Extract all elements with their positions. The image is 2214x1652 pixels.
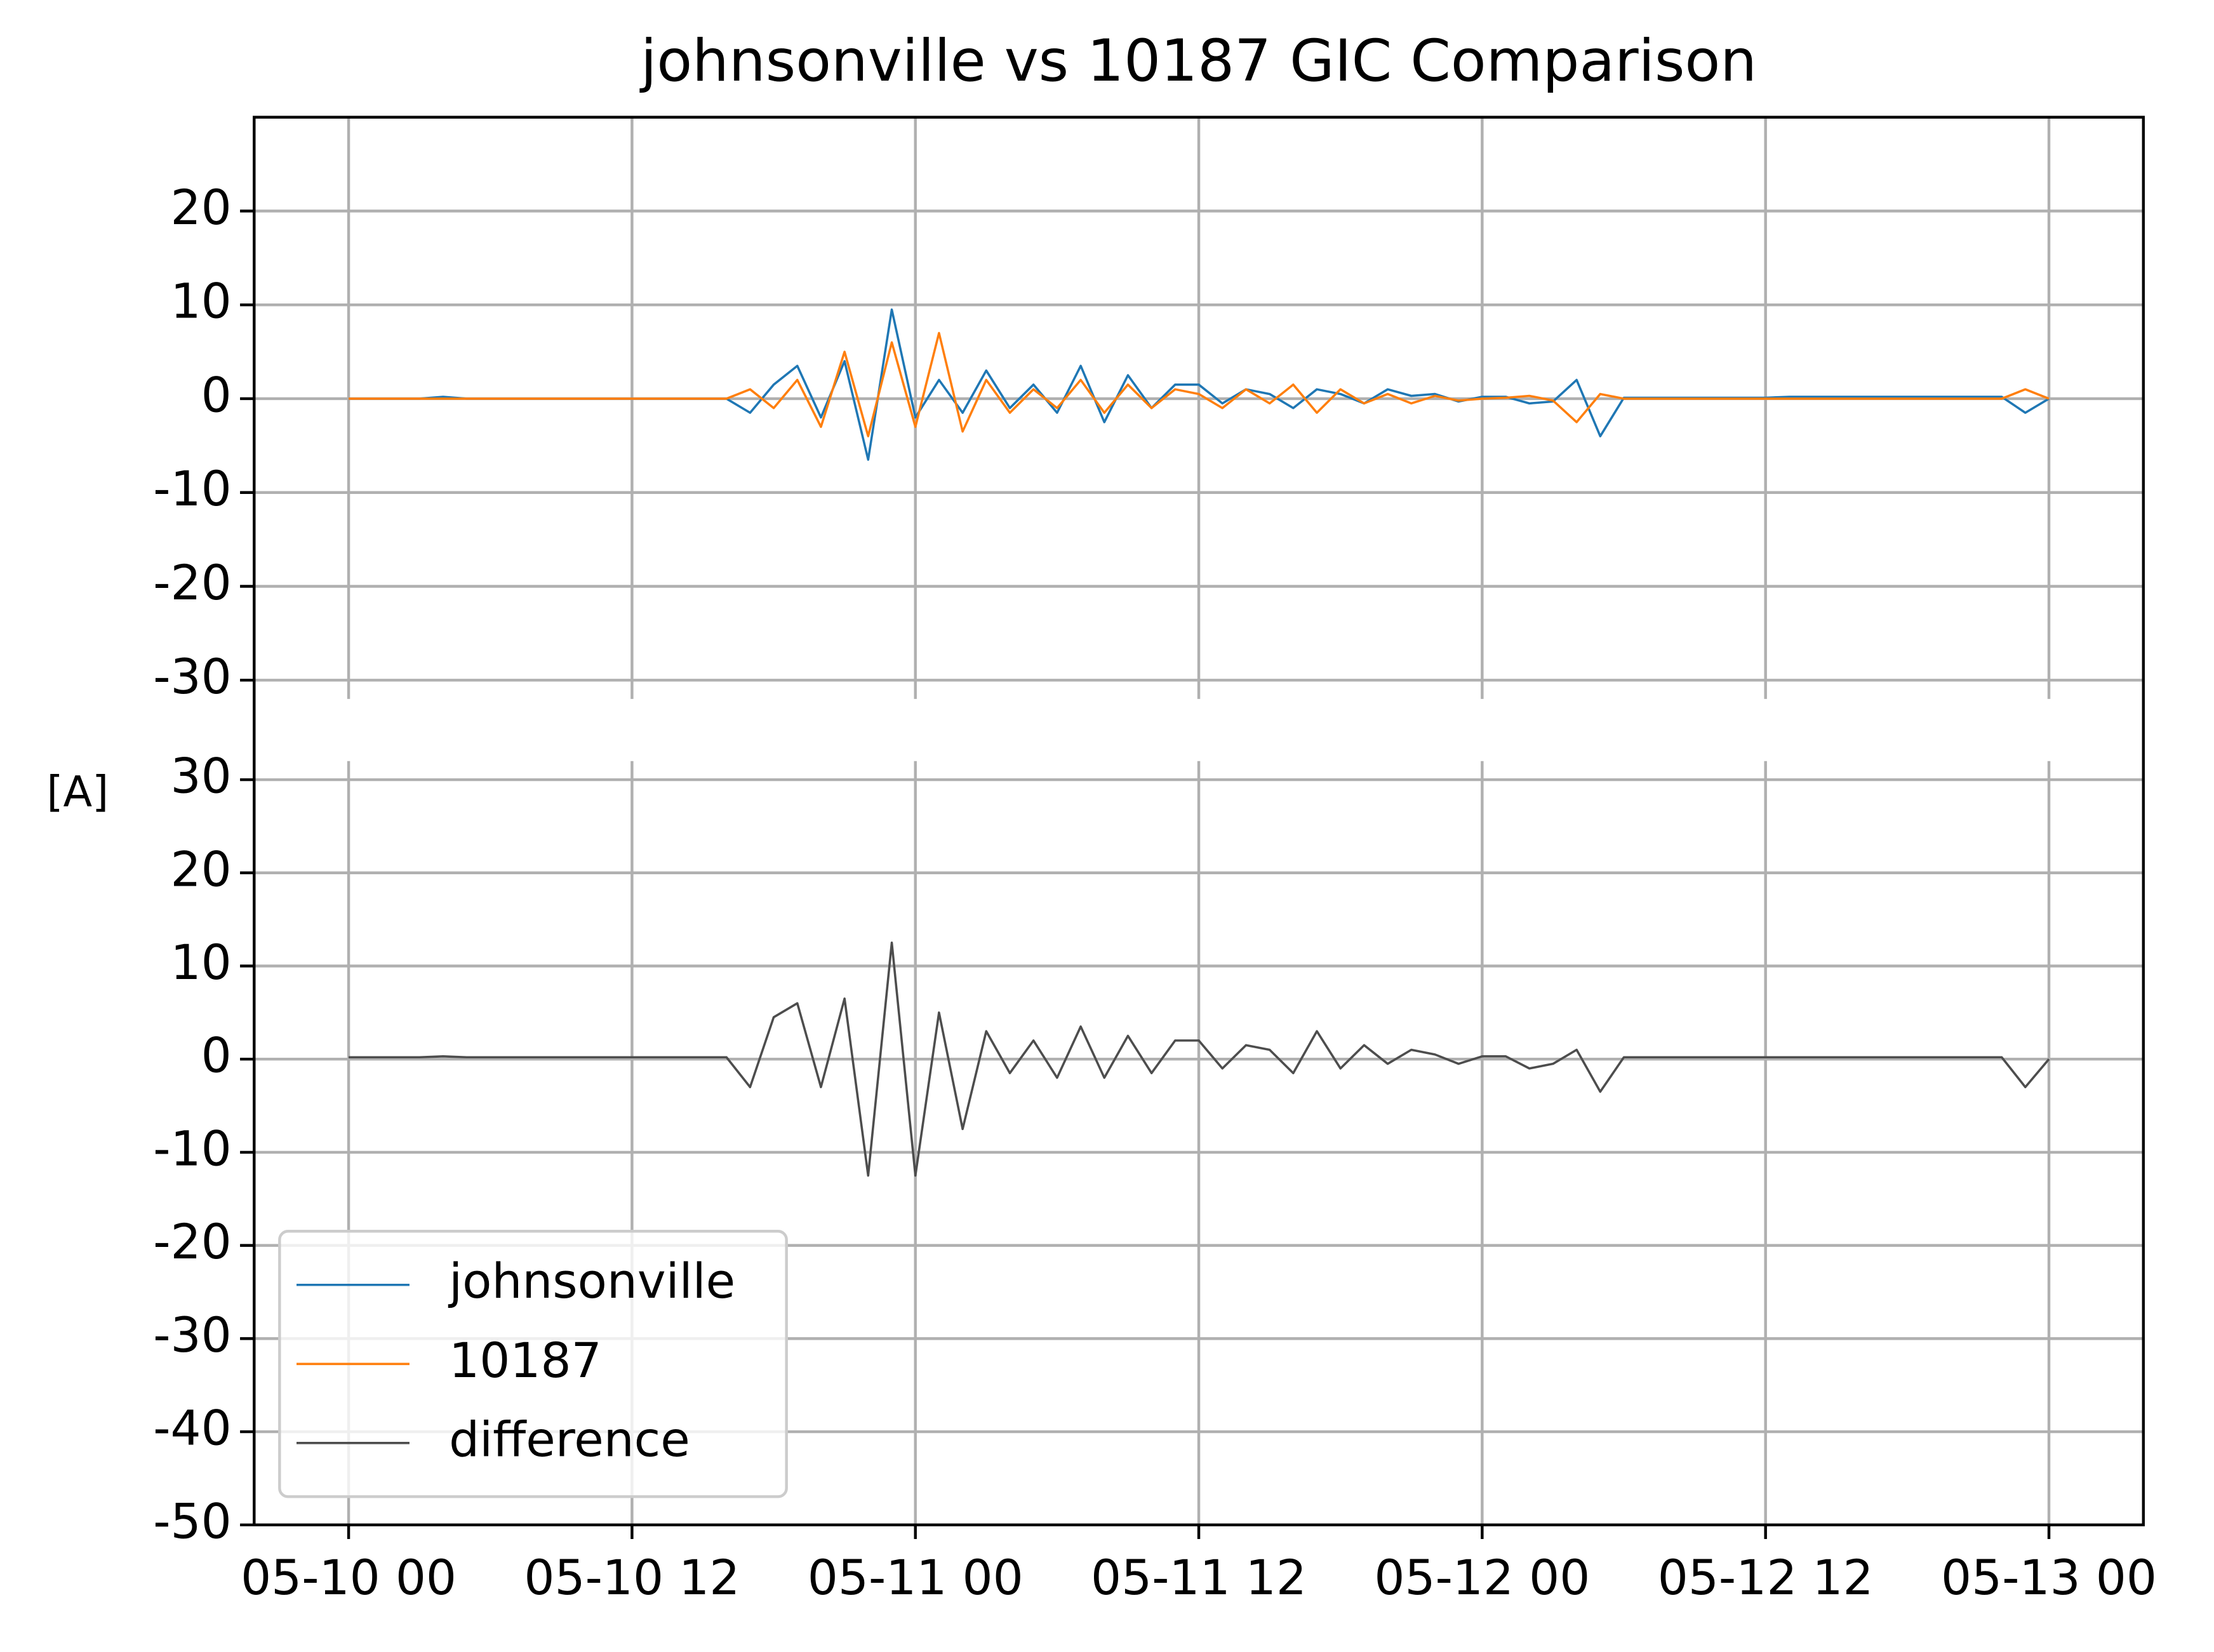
y-tick-label: 10 (170, 274, 231, 330)
y-tick-label: -10 (153, 461, 231, 517)
y-axis-label: [A] (46, 767, 109, 816)
y-tick-label: 10 (170, 935, 231, 990)
y-tick-label: -20 (153, 555, 231, 611)
plot-frame (253, 116, 2145, 1527)
y-tick-label: 30 (170, 749, 231, 804)
legend-label: difference (449, 1411, 690, 1467)
legend-label: johnsonville (448, 1253, 735, 1309)
x-tick-label: 05-11 12 (1091, 1550, 1307, 1606)
y-tick-label: -50 (153, 1493, 231, 1549)
x-tick-label: 05-13 00 (1941, 1550, 2157, 1606)
x-tick-label: 05-12 00 (1374, 1550, 1590, 1606)
legend-box (278, 1230, 788, 1498)
legend: johnsonville 10187 difference (278, 1230, 788, 1498)
x-tick-label: 05-12 12 (1658, 1550, 1874, 1606)
x-tick-label: 05-10 12 (524, 1550, 740, 1606)
y-tick-label: -10 (153, 1121, 231, 1176)
x-tick-label: 05-10 00 (241, 1550, 457, 1606)
y-tick-label: -30 (153, 649, 231, 705)
y-tick-label: -20 (153, 1214, 231, 1270)
legend-label: 10187 (449, 1333, 602, 1389)
series-line (349, 942, 2050, 1177)
x-tick-label: 05-11 00 (808, 1550, 1024, 1606)
y-tick-label: 20 (170, 841, 231, 897)
y-tick-label: 0 (201, 1028, 232, 1084)
y-tick-label: -30 (153, 1307, 231, 1363)
y-tick-label: 0 (201, 367, 232, 423)
chart-title: johnsonville vs 10187 GIC Comparison (639, 27, 1757, 95)
series-line (349, 331, 2050, 437)
y-tick-label: 20 (170, 180, 231, 236)
y-tick-label: -40 (153, 1401, 231, 1456)
